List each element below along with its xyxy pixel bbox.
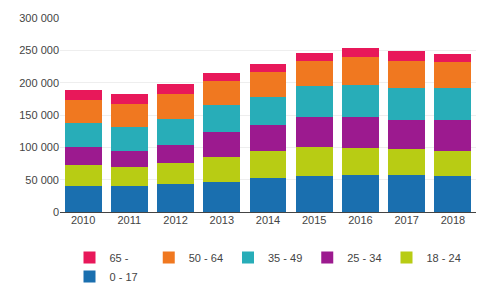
svg-text:300 000: 300 000 [19, 12, 59, 24]
svg-text:2016: 2016 [348, 214, 372, 226]
svg-text:65 -: 65 - [110, 252, 129, 264]
svg-text:50 - 64: 50 - 64 [189, 252, 223, 264]
svg-text:2012: 2012 [163, 214, 187, 226]
svg-text:200 000: 200 000 [19, 77, 59, 89]
svg-text:18 - 24: 18 - 24 [427, 252, 461, 264]
svg-text:2014: 2014 [256, 214, 280, 226]
svg-text:2010: 2010 [71, 214, 95, 226]
svg-text:35 - 49: 35 - 49 [268, 252, 302, 264]
svg-text:150 000: 150 000 [19, 109, 59, 121]
svg-text:250 000: 250 000 [19, 44, 59, 56]
svg-text:2017: 2017 [394, 214, 418, 226]
svg-text:100 000: 100 000 [19, 141, 59, 153]
svg-text:2018: 2018 [441, 214, 465, 226]
svg-text:2013: 2013 [210, 214, 234, 226]
svg-text:0 - 17: 0 - 17 [110, 271, 138, 283]
svg-text:25 - 34: 25 - 34 [347, 252, 381, 264]
svg-text:2011: 2011 [118, 214, 142, 226]
svg-text:2015: 2015 [302, 214, 326, 226]
svg-text:0: 0 [53, 206, 59, 218]
svg-text:50 000: 50 000 [25, 174, 59, 186]
